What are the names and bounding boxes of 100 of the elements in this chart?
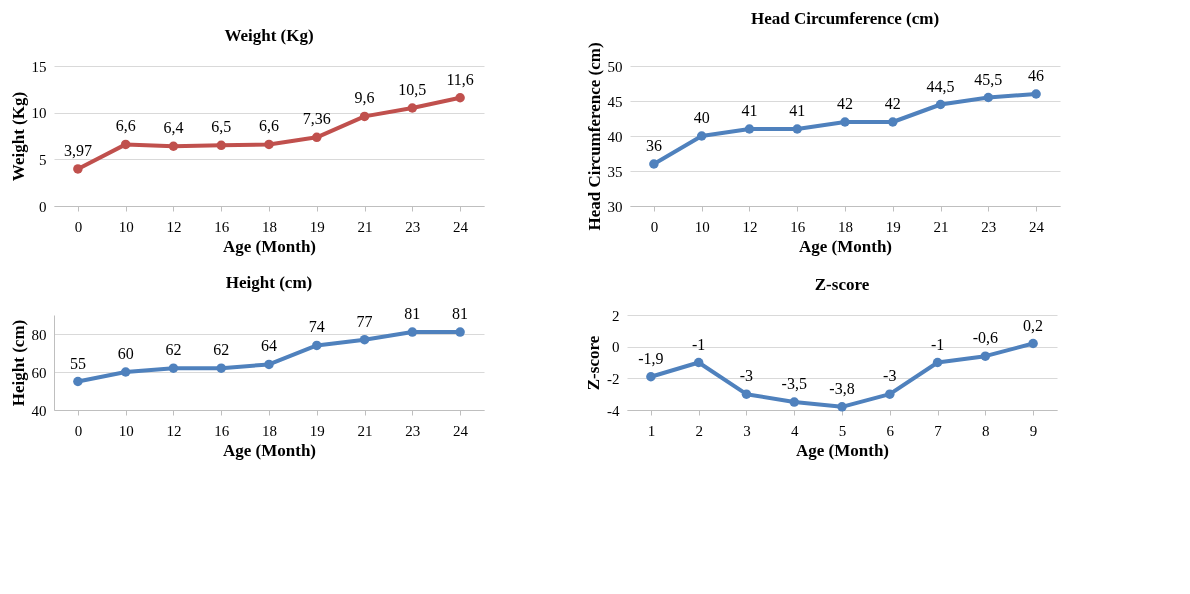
y-axis-title: Head Circumference (cm) xyxy=(584,42,604,231)
data-label: 9,6 xyxy=(354,89,375,107)
point xyxy=(837,402,847,412)
x-tick-label: 18 xyxy=(838,218,853,235)
data-label: 81 xyxy=(452,305,469,323)
point xyxy=(980,351,991,361)
x-tick-label: 21 xyxy=(933,218,949,235)
x-tick-label: 10 xyxy=(118,218,134,235)
point xyxy=(73,164,83,174)
point xyxy=(792,124,802,134)
point xyxy=(885,389,895,399)
point xyxy=(744,124,755,134)
data-label: 42 xyxy=(837,95,853,112)
x-tick-label: 16 xyxy=(790,218,806,235)
point xyxy=(359,334,370,345)
data-label: 11,6 xyxy=(446,70,474,88)
point xyxy=(741,389,752,399)
x-tick-label: 2 xyxy=(695,422,703,439)
data-label: 62 xyxy=(213,341,230,359)
point xyxy=(264,359,274,370)
point xyxy=(693,357,704,368)
point xyxy=(120,367,131,377)
data-label: 40 xyxy=(693,109,710,126)
point xyxy=(216,140,226,151)
x-tick-label: 8 xyxy=(982,422,990,439)
data-label: 46 xyxy=(1028,67,1045,84)
data-label: 6,4 xyxy=(163,119,184,137)
x-tick-label: 19 xyxy=(309,218,325,235)
x-tick-label: 18 xyxy=(262,422,277,439)
chart-title: Weight (Kg) xyxy=(224,26,314,45)
data-label: -1 xyxy=(692,335,706,353)
x-axis-title: Age (Month) xyxy=(795,440,890,460)
x-tick-label: 24 xyxy=(453,422,469,439)
point xyxy=(264,139,274,150)
data-label: 6,5 xyxy=(211,118,232,136)
data-label: -3,8 xyxy=(829,379,855,397)
y-tick-label: 50 xyxy=(607,58,623,75)
y-tick-label: 5 xyxy=(39,151,47,168)
point xyxy=(455,327,465,337)
x-axis-title: Age (Month) xyxy=(798,236,893,256)
y-tick-label: 40 xyxy=(31,402,47,419)
x-tick-label: 10 xyxy=(118,422,134,439)
y-tick-label: -2 xyxy=(607,370,620,387)
y-tick-label: 80 xyxy=(31,326,47,343)
data-label: -3 xyxy=(739,367,754,385)
point xyxy=(120,139,131,150)
y-tick-label: 0 xyxy=(612,339,620,356)
x-tick-label: 19 xyxy=(885,218,901,235)
x-tick-label: 19 xyxy=(309,422,325,439)
data-label: 41 xyxy=(789,102,806,119)
x-tick-label: 12 xyxy=(166,218,182,235)
point xyxy=(312,132,322,143)
y-tick-label: 2 xyxy=(612,307,620,324)
point xyxy=(646,372,656,382)
data-label: 45,5 xyxy=(974,70,1003,88)
y-tick-label: 35 xyxy=(607,163,623,180)
point xyxy=(73,376,83,387)
data-label: 6,6 xyxy=(259,117,279,135)
x-tick-label: 7 xyxy=(934,422,943,439)
x-tick-label: 16 xyxy=(214,422,230,439)
point xyxy=(168,141,179,151)
data-label: -1 xyxy=(930,335,945,353)
chart-title: Height (cm) xyxy=(225,273,313,293)
y-tick-label: 45 xyxy=(607,93,623,110)
data-label: 74 xyxy=(308,318,325,336)
x-tick-label: 3 xyxy=(743,422,751,439)
x-tick-label: 0 xyxy=(74,218,83,235)
data-label: 7,36 xyxy=(302,110,331,128)
chart-title: Z-score xyxy=(814,275,870,294)
point xyxy=(1028,338,1038,349)
y-tick-label: -4 xyxy=(607,402,620,419)
point xyxy=(649,159,659,169)
data-label: 0,2 xyxy=(1023,316,1044,334)
data-label: 10,5 xyxy=(398,81,427,98)
data-label: 42 xyxy=(884,95,901,112)
data-label: -3,5 xyxy=(781,375,807,393)
chart-title: Head Circumference (cm) xyxy=(750,8,940,28)
point xyxy=(407,103,418,113)
point xyxy=(888,117,898,127)
y-axis-title: Weight (Kg) xyxy=(8,91,28,182)
x-tick-label: 4 xyxy=(790,422,799,439)
x-tick-label: 12 xyxy=(742,218,758,235)
data-label: 55 xyxy=(69,354,86,372)
x-tick-label: 0 xyxy=(74,422,83,439)
point xyxy=(359,111,370,122)
x-tick-label: 16 xyxy=(214,218,230,235)
data-label: 3,97 xyxy=(63,141,92,159)
x-tick-label: 24 xyxy=(453,218,469,235)
data-label: 44,5 xyxy=(926,77,955,95)
y-tick-label: 40 xyxy=(607,128,623,145)
y-tick-label: 0 xyxy=(39,198,47,215)
data-label: 60 xyxy=(117,345,134,362)
data-label: 81 xyxy=(404,305,421,323)
data-label: 41 xyxy=(741,102,758,119)
x-tick-label: 21 xyxy=(357,218,373,235)
x-tick-label: 1 xyxy=(647,422,656,439)
x-tick-label: 18 xyxy=(262,218,277,235)
x-tick-label: 6 xyxy=(886,422,895,439)
data-label: -0,6 xyxy=(972,329,998,347)
y-axis-title: Z-score xyxy=(584,335,603,391)
